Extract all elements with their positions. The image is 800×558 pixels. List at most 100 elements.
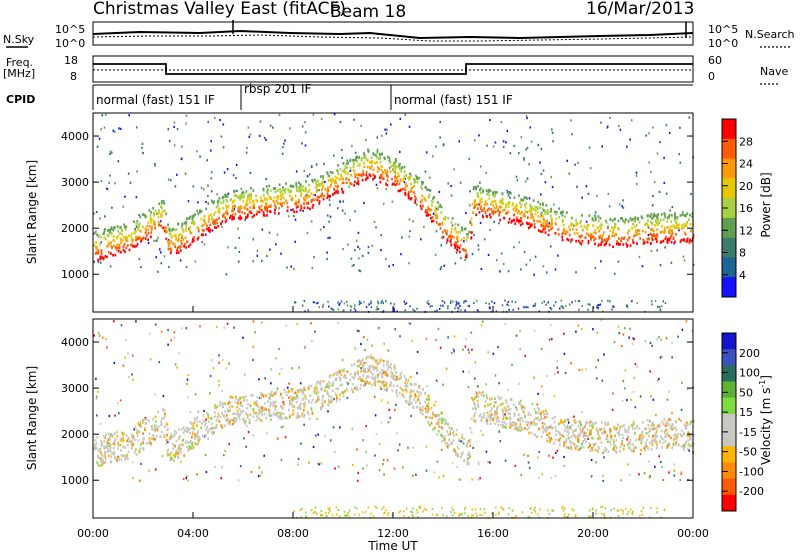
range-cell xyxy=(208,227,210,230)
range-cell xyxy=(315,401,317,404)
range-cell xyxy=(600,227,602,230)
range-cell xyxy=(484,238,486,240)
range-cell xyxy=(594,215,596,218)
range-cell xyxy=(495,211,497,214)
range-cell xyxy=(282,153,284,155)
range-cell xyxy=(390,371,392,374)
range-cell xyxy=(544,301,546,303)
range-cell xyxy=(241,211,243,214)
range-cell xyxy=(228,443,230,445)
range-cell xyxy=(516,219,518,222)
range-cell xyxy=(100,241,102,243)
range-cell xyxy=(300,382,302,384)
range-cell xyxy=(252,207,254,210)
range-cell xyxy=(651,222,653,225)
range-cell xyxy=(324,435,326,437)
range-cell xyxy=(494,401,496,404)
range-cell xyxy=(116,431,118,434)
range-cell xyxy=(609,117,611,119)
range-cell xyxy=(663,418,665,421)
range-cell xyxy=(210,428,212,431)
range-cell xyxy=(425,171,427,173)
range-cell xyxy=(107,245,109,248)
range-cell xyxy=(513,424,515,427)
range-cell xyxy=(512,421,514,424)
range-cell xyxy=(539,207,541,210)
range-cell xyxy=(645,442,647,445)
range-cell xyxy=(651,234,653,237)
range-cell xyxy=(277,202,279,205)
range-cell xyxy=(224,410,226,413)
range-cell xyxy=(622,437,624,440)
range-cell xyxy=(104,446,106,449)
range-cell xyxy=(256,400,258,403)
range-cell xyxy=(269,232,271,234)
range-cell xyxy=(505,423,507,426)
range-cell xyxy=(176,174,178,176)
range-cell xyxy=(676,223,678,226)
range-cell xyxy=(236,406,238,409)
range-cell xyxy=(474,204,476,207)
range-cell xyxy=(622,512,624,514)
range-cell xyxy=(350,182,352,185)
range-cell xyxy=(419,402,421,405)
range-cell xyxy=(473,206,475,209)
range-cell xyxy=(558,233,560,236)
range-cell xyxy=(531,141,533,143)
range-cell xyxy=(446,230,448,233)
range-cell xyxy=(631,119,633,121)
range-cell xyxy=(394,162,396,165)
range-cell xyxy=(620,509,622,511)
range-cell xyxy=(136,238,138,241)
range-cell xyxy=(346,388,348,391)
range-cell xyxy=(591,449,593,452)
range-cell xyxy=(292,409,294,412)
range-cell xyxy=(448,427,450,430)
range-cell xyxy=(440,434,442,437)
range-cell xyxy=(653,439,655,442)
range-cell xyxy=(249,136,251,138)
range-cell xyxy=(171,339,173,341)
range-cell xyxy=(106,444,108,447)
range-cell xyxy=(374,382,376,385)
range-cell xyxy=(399,183,401,186)
range-cell xyxy=(366,362,368,365)
range-cell xyxy=(545,223,547,226)
range-cell xyxy=(396,183,398,186)
range-cell xyxy=(645,231,647,234)
range-cell xyxy=(636,224,638,227)
range-cell xyxy=(132,245,134,248)
range-cell xyxy=(298,182,300,185)
range-cell xyxy=(223,416,225,419)
range-cell xyxy=(133,220,135,223)
range-cell xyxy=(628,237,630,240)
range-cell xyxy=(652,126,654,128)
range-cell xyxy=(452,301,454,303)
range-cell xyxy=(641,433,643,436)
range-cell xyxy=(185,225,187,228)
range-cell xyxy=(529,259,531,261)
range-cell xyxy=(174,456,176,459)
range-cell xyxy=(328,221,330,223)
range-cell xyxy=(100,460,102,463)
range-cell xyxy=(223,199,225,202)
range-cell xyxy=(319,306,321,308)
range-cell xyxy=(281,459,283,461)
range-cell xyxy=(655,414,657,416)
range-cell xyxy=(253,402,255,405)
range-cell xyxy=(636,183,638,185)
range-cell xyxy=(96,246,98,249)
range-cell xyxy=(455,262,457,264)
range-cell xyxy=(413,398,415,401)
range-cell xyxy=(504,413,506,415)
range-cell xyxy=(337,302,339,304)
range-cell xyxy=(102,114,104,116)
range-cell xyxy=(181,236,183,239)
y-tick-label: 4000 xyxy=(61,130,89,143)
range-cell xyxy=(500,397,502,400)
range-cell xyxy=(626,304,628,306)
range-cell xyxy=(413,178,415,181)
range-cell xyxy=(97,391,99,393)
range-cell xyxy=(666,240,668,243)
range-cell xyxy=(131,373,133,375)
